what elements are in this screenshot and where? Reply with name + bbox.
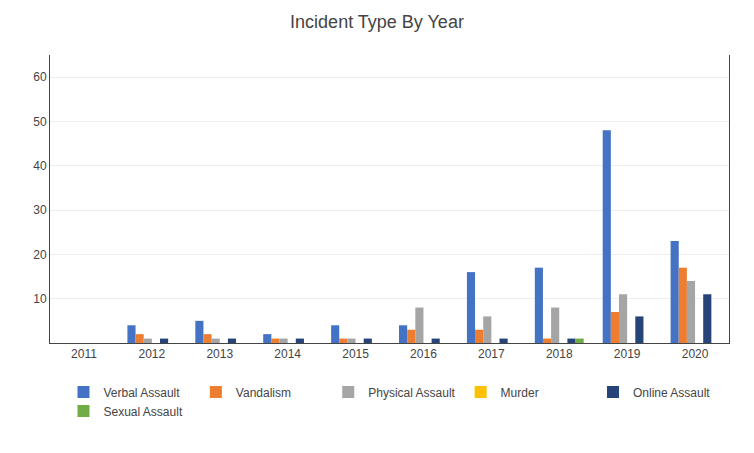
- svg-text:Physical Assault: Physical Assault: [368, 386, 455, 400]
- svg-text:Sexual Assault: Sexual Assault: [104, 405, 183, 419]
- svg-text:Vandalism: Vandalism: [236, 386, 291, 400]
- svg-text:Incident Type By Year: Incident Type By Year: [290, 12, 464, 32]
- svg-text:2020: 2020: [682, 347, 709, 361]
- svg-text:Online Assault: Online Assault: [633, 386, 710, 400]
- svg-text:2012: 2012: [138, 347, 165, 361]
- svg-text:40: 40: [33, 159, 47, 173]
- svg-text:20: 20: [33, 248, 47, 262]
- svg-text:2015: 2015: [342, 347, 369, 361]
- svg-text:2011: 2011: [71, 347, 97, 361]
- svg-text:2016: 2016: [410, 347, 437, 361]
- svg-text:2018: 2018: [546, 347, 573, 361]
- svg-text:30: 30: [33, 203, 47, 217]
- svg-text:2017: 2017: [478, 347, 505, 361]
- svg-text:2014: 2014: [274, 347, 301, 361]
- svg-text:60: 60: [33, 70, 47, 84]
- svg-text:50: 50: [33, 115, 47, 129]
- svg-text:10: 10: [33, 292, 47, 306]
- svg-text:Murder: Murder: [501, 386, 539, 400]
- svg-text:Verbal Assault: Verbal Assault: [104, 386, 181, 400]
- svg-text:2013: 2013: [206, 347, 233, 361]
- svg-text:2019: 2019: [614, 347, 641, 361]
